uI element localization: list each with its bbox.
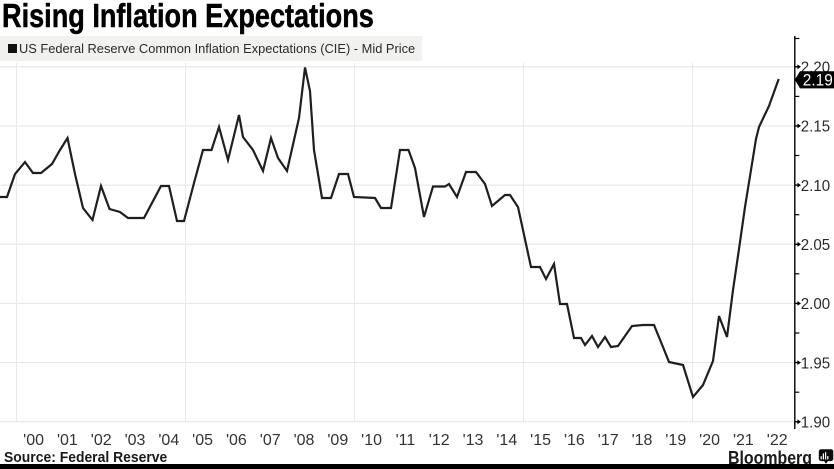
svg-text:'07: '07 (260, 432, 281, 449)
svg-text:'12: '12 (429, 432, 450, 449)
svg-text:'06: '06 (226, 432, 247, 449)
svg-text:'15: '15 (530, 432, 551, 449)
svg-text:'09: '09 (327, 432, 348, 449)
svg-text:'03: '03 (125, 432, 146, 449)
svg-text:'00: '00 (23, 432, 44, 449)
svg-text:1.90: 1.90 (801, 415, 830, 432)
svg-text:2.19: 2.19 (803, 71, 833, 90)
svg-text:'14: '14 (496, 432, 517, 449)
svg-text:2.10: 2.10 (801, 178, 830, 195)
svg-text:2.15: 2.15 (801, 119, 830, 136)
svg-text:'11: '11 (396, 432, 416, 449)
svg-text:'19: '19 (665, 432, 686, 449)
svg-text:'05: '05 (192, 432, 213, 449)
svg-text:2.00: 2.00 (801, 296, 830, 313)
svg-text:1.95: 1.95 (801, 355, 830, 372)
svg-text:'01: '01 (57, 432, 78, 449)
svg-text:'16: '16 (564, 432, 585, 449)
svg-text:'08: '08 (294, 432, 315, 449)
svg-text:'17: '17 (598, 432, 619, 449)
svg-text:2.05: 2.05 (801, 237, 830, 254)
svg-text:'13: '13 (463, 432, 484, 449)
svg-text:'02: '02 (91, 432, 112, 449)
svg-text:'18: '18 (632, 432, 653, 449)
svg-text:'10: '10 (361, 432, 382, 449)
svg-text:'04: '04 (158, 432, 179, 449)
svg-text:'20: '20 (699, 432, 720, 449)
svg-text:'22: '22 (767, 432, 788, 449)
svg-text:'21: '21 (733, 432, 754, 449)
